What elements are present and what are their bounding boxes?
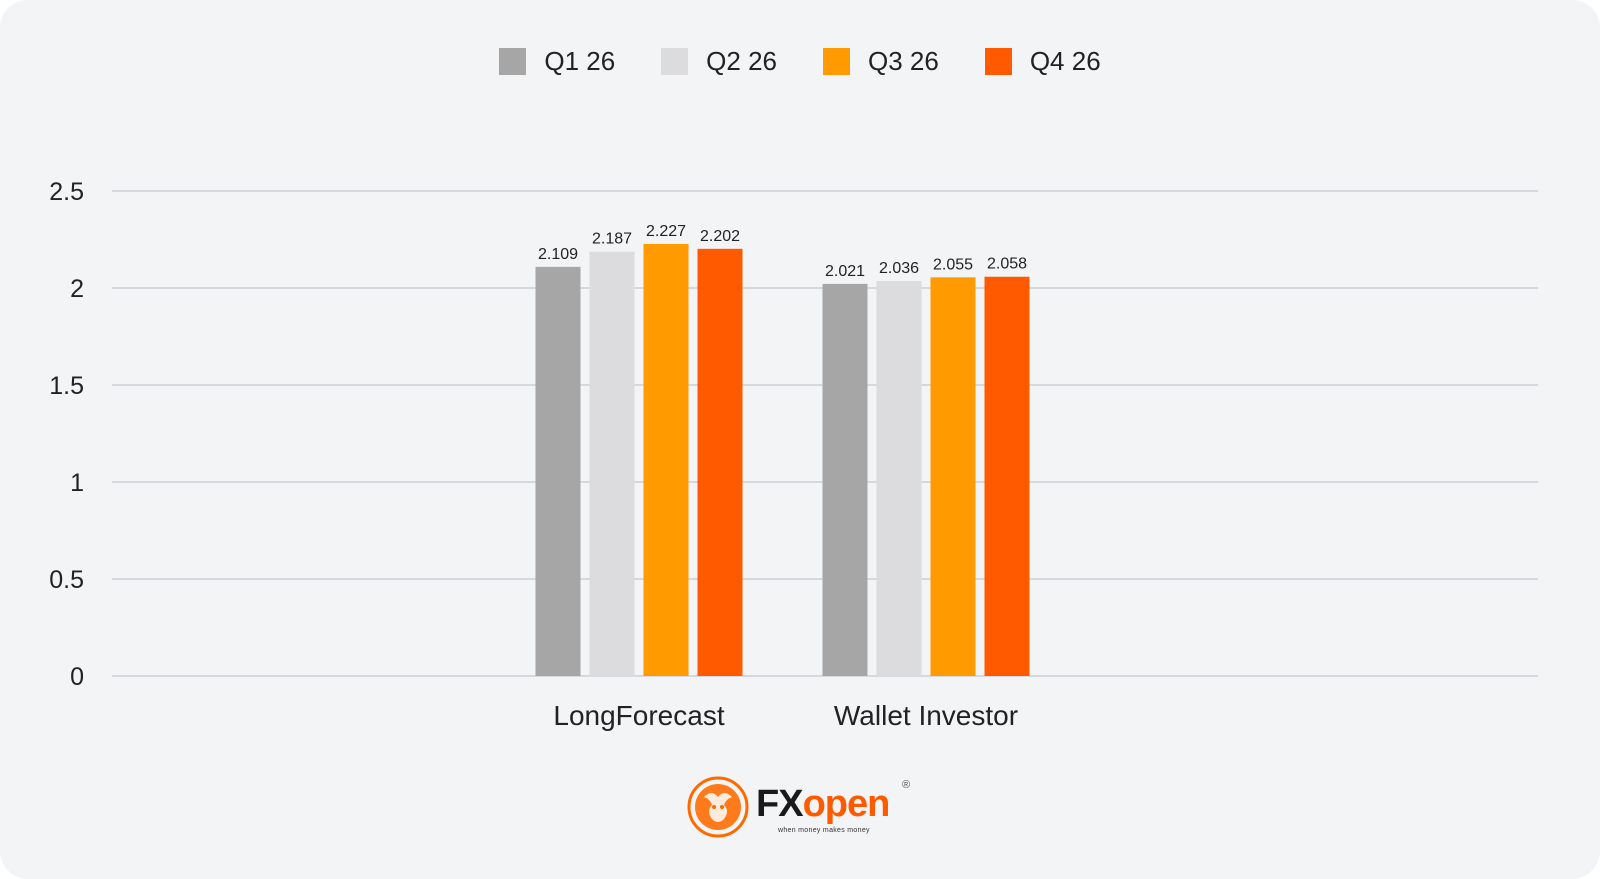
bar bbox=[589, 251, 635, 677]
legend-item: Q1 26 bbox=[499, 46, 615, 77]
fxopen-logo: FXopen ® when money makes money bbox=[686, 775, 926, 845]
registered-mark: ® bbox=[902, 779, 911, 791]
legend-swatch bbox=[984, 48, 1012, 75]
y-tick-label: 0.5 bbox=[49, 566, 84, 594]
data-label: 2.202 bbox=[700, 228, 740, 245]
legend: Q1 26 Q2 26 Q3 26 Q4 26 bbox=[0, 46, 1600, 77]
bar bbox=[930, 277, 976, 676]
data-label: 2.036 bbox=[879, 260, 919, 277]
data-label: 2.109 bbox=[538, 246, 578, 263]
bull-emblem-icon bbox=[687, 776, 749, 838]
legend-swatch bbox=[661, 48, 689, 75]
y-tick-label: 2 bbox=[70, 275, 84, 303]
legend-label: Q2 26 bbox=[706, 46, 777, 76]
legend-label: Q3 26 bbox=[868, 46, 939, 76]
data-label: 2.187 bbox=[592, 231, 632, 248]
data-label: 2.227 bbox=[646, 223, 686, 240]
legend-swatch bbox=[823, 48, 850, 75]
legend-item: Q3 26 bbox=[823, 46, 939, 77]
bar bbox=[822, 283, 868, 676]
category-label: LongForecast bbox=[553, 700, 724, 731]
legend-item: Q4 26 bbox=[984, 46, 1101, 77]
category-label: Wallet Investor bbox=[834, 700, 1018, 731]
bar bbox=[697, 248, 743, 676]
legend-label: Q1 26 bbox=[544, 46, 616, 76]
logo-tagline: when money makes money bbox=[778, 827, 870, 834]
data-label: 2.058 bbox=[987, 256, 1027, 273]
bar bbox=[876, 281, 922, 676]
y-tick-label: 2.5 bbox=[49, 178, 84, 206]
data-label: 2.055 bbox=[933, 256, 973, 273]
bar bbox=[535, 266, 581, 676]
y-tick-label: 1.5 bbox=[49, 372, 84, 400]
legend-item: Q2 26 bbox=[661, 46, 777, 77]
data-label: 2.021 bbox=[825, 263, 865, 280]
bar bbox=[984, 276, 1030, 676]
bar bbox=[643, 243, 689, 676]
legend-label: Q4 26 bbox=[1029, 46, 1101, 76]
logo-wordmark: FXopen bbox=[756, 783, 890, 825]
y-tick-label: 1 bbox=[70, 469, 84, 497]
legend-swatch bbox=[499, 48, 527, 75]
y-tick-label: 0 bbox=[70, 663, 84, 691]
